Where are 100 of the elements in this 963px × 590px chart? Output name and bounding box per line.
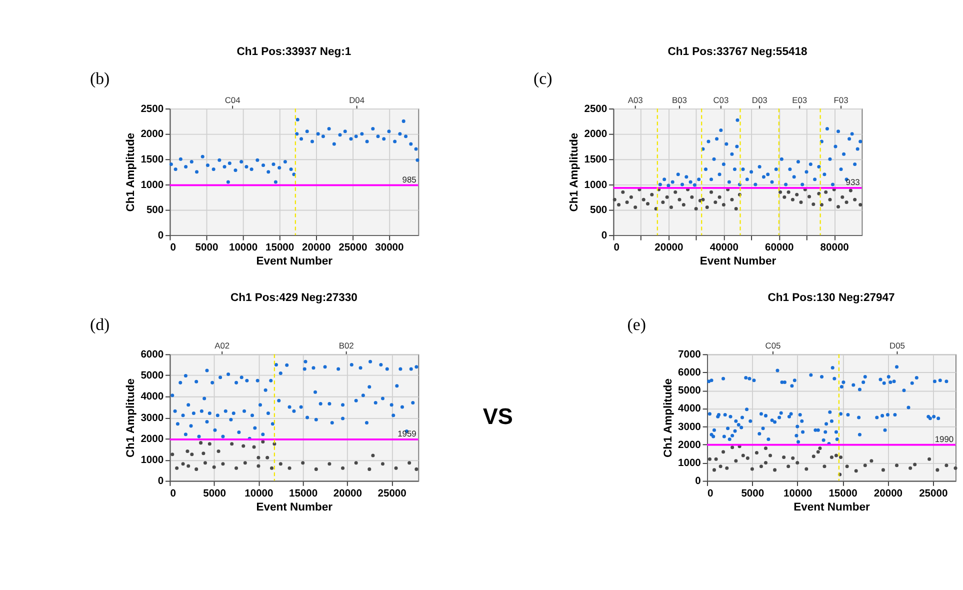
y-tick-label: 0	[601, 230, 608, 242]
y-tick-label: 7000	[678, 349, 702, 360]
point	[808, 162, 812, 166]
x-tick-label: 25000	[919, 488, 948, 500]
y-axis-title: Ch1 Amplitude	[568, 132, 581, 212]
point	[387, 130, 391, 134]
point	[242, 444, 246, 448]
point	[791, 456, 795, 460]
point	[360, 132, 364, 136]
point	[684, 175, 688, 179]
x-tick-label: 80000	[820, 242, 850, 254]
point	[780, 157, 784, 161]
point	[828, 157, 832, 161]
text: D03	[752, 94, 768, 105]
point	[745, 178, 749, 182]
y-tick-label: 1500	[140, 154, 164, 166]
text: B02	[338, 340, 354, 351]
x-tick-label: 0	[707, 488, 714, 500]
x-tick-label: 40000	[710, 242, 739, 254]
point	[944, 464, 948, 468]
point	[332, 142, 336, 146]
point	[266, 456, 270, 460]
point	[730, 152, 734, 156]
text: F03	[834, 94, 849, 105]
point	[203, 461, 207, 465]
point	[836, 130, 840, 134]
point	[734, 459, 738, 463]
point	[782, 456, 786, 460]
text: (b)	[90, 69, 110, 88]
point	[190, 160, 194, 164]
point	[704, 168, 708, 172]
point	[732, 168, 736, 172]
point	[202, 452, 206, 456]
point	[808, 194, 812, 198]
point	[414, 467, 418, 471]
point	[612, 198, 616, 202]
point	[913, 462, 917, 466]
point	[786, 190, 790, 194]
point	[416, 158, 420, 162]
y-tick-label: 4000	[140, 392, 164, 403]
point	[409, 142, 413, 146]
point	[212, 465, 216, 469]
point	[788, 168, 792, 172]
point	[368, 467, 372, 471]
point	[414, 147, 418, 151]
point	[825, 127, 829, 131]
point	[817, 165, 821, 169]
x-tick-label: 20000	[654, 242, 684, 254]
x-tick-label: 5000	[195, 242, 218, 254]
point	[186, 464, 190, 468]
y-tick-label: 1000	[584, 180, 608, 191]
x-tick-label: 25000	[338, 242, 368, 254]
point	[848, 188, 852, 192]
y-tick-label: 500	[146, 205, 164, 216]
point	[799, 200, 803, 204]
point	[661, 200, 665, 204]
text: VS	[482, 404, 513, 430]
point	[676, 172, 680, 176]
point	[908, 466, 912, 470]
point	[376, 134, 380, 138]
point	[270, 466, 274, 470]
point	[289, 168, 293, 172]
point	[768, 454, 772, 458]
point	[813, 178, 817, 182]
text: C05	[765, 340, 782, 351]
point	[746, 456, 750, 460]
point	[758, 165, 762, 169]
point	[774, 168, 778, 172]
point	[178, 157, 182, 161]
y-tick-label: 1000	[678, 458, 702, 469]
x-tick-label: 60000	[765, 242, 794, 254]
point	[244, 165, 248, 169]
x-tick-label: 0	[170, 488, 176, 500]
point	[853, 198, 857, 202]
point	[181, 462, 185, 466]
point	[256, 456, 260, 460]
y-tick-label: 2000	[678, 440, 702, 451]
y-tick-label: 5000	[678, 386, 702, 397]
point	[634, 206, 638, 210]
point	[665, 195, 669, 199]
point	[170, 452, 174, 456]
y-tick-label: 1000	[140, 180, 164, 191]
point	[343, 130, 347, 134]
text: A03	[628, 94, 644, 105]
point	[305, 130, 309, 134]
text: C03	[713, 94, 729, 105]
x-tick-label: 10000	[228, 242, 258, 254]
point	[174, 168, 178, 172]
x-tick-label: 5000	[741, 488, 764, 500]
y-tick-label: 2500	[584, 104, 608, 115]
point	[408, 461, 412, 465]
point	[371, 127, 375, 131]
x-tick-label: 15000	[288, 488, 318, 500]
point	[371, 454, 375, 458]
point	[858, 202, 862, 206]
point	[816, 450, 820, 454]
point	[208, 442, 212, 446]
x-tick-label: 25000	[378, 488, 407, 500]
point	[936, 468, 940, 472]
point	[617, 202, 621, 206]
